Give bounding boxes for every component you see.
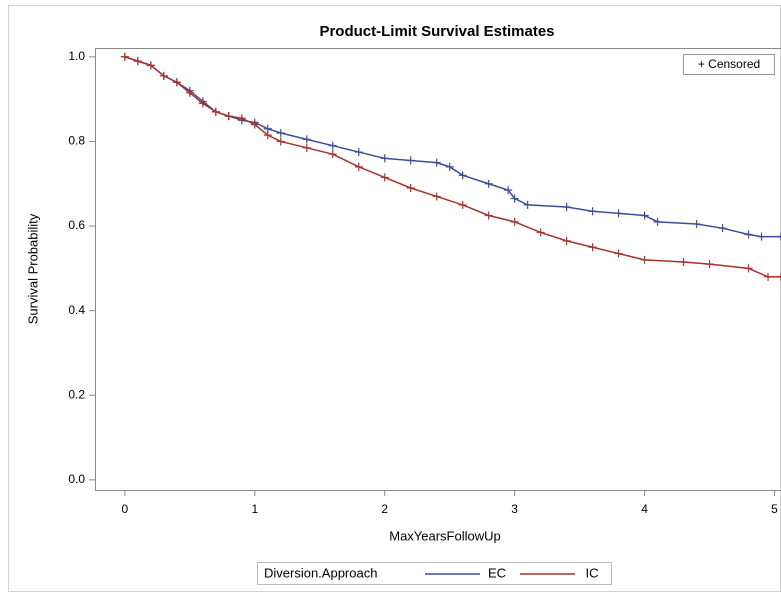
censor-mark (458, 171, 467, 180)
censor-mark (458, 200, 467, 209)
censor-mark (744, 230, 753, 239)
censor-mark (536, 228, 545, 237)
censor-mark (380, 173, 389, 182)
censor-mark (354, 148, 363, 157)
censor-mark (185, 88, 194, 97)
legend-label: EC (488, 565, 506, 580)
legend-title: Diversion.Approach (264, 565, 377, 580)
censor-mark (406, 156, 415, 165)
legend-label: IC (586, 565, 599, 580)
survival-curve (124, 56, 781, 278)
censor-mark (172, 78, 181, 87)
censored-legend (683, 54, 775, 75)
censor-mark (705, 260, 714, 269)
y-tick-label: 0.0 (68, 472, 85, 486)
censor-mark (588, 243, 597, 252)
y-tick-label: 0.8 (68, 134, 85, 148)
censor-mark (614, 249, 623, 258)
censor-mark (406, 184, 415, 193)
censor-mark (588, 207, 597, 216)
y-tick-label: 0.6 (68, 218, 85, 232)
censor-mark (237, 114, 246, 123)
censor-mark (354, 162, 363, 171)
censor-mark (328, 150, 337, 159)
censor-mark (640, 255, 649, 264)
x-axis-label: MaxYearsFollowUp (389, 528, 501, 543)
censor-mark (523, 200, 532, 209)
y-tick-label: 1.0 (68, 49, 85, 63)
censor-mark (302, 143, 311, 152)
censor-mark (432, 192, 441, 201)
x-tick-label: 4 (641, 502, 648, 516)
censor-mark (250, 120, 259, 129)
x-tick-label: 1 (251, 502, 258, 516)
censor-mark (432, 158, 441, 167)
frame (8, 5, 781, 592)
censor-mark (744, 264, 753, 273)
censor-mark (718, 224, 727, 233)
censor-mark (276, 129, 285, 138)
plot-area (95, 48, 781, 491)
censor-mark (328, 141, 337, 150)
censor-mark (263, 131, 272, 140)
censor-mark (679, 258, 688, 267)
censor-mark (614, 209, 623, 218)
censor-mark (445, 162, 454, 171)
x-tick-label: 3 (511, 502, 518, 516)
censor-mark (764, 272, 773, 281)
censor-mark (211, 107, 220, 116)
censor-mark (224, 112, 233, 121)
censor-mark (133, 57, 142, 66)
x-tick-label: 2 (381, 502, 388, 516)
censor-mark (640, 211, 649, 220)
censor-mark (504, 186, 513, 195)
censor-mark (380, 154, 389, 163)
censor-mark (159, 71, 168, 80)
censor-mark (484, 179, 493, 188)
censor-mark (276, 137, 285, 146)
censor-mark (777, 232, 781, 241)
censor-mark (692, 219, 701, 228)
y-tick-label: 0.2 (68, 387, 85, 401)
censor-mark (562, 203, 571, 212)
censor-mark (653, 217, 662, 226)
censor-mark (510, 217, 519, 226)
censor-mark (146, 61, 155, 70)
censor-mark (510, 194, 519, 203)
censor-mark (302, 135, 311, 144)
censor-mark (484, 211, 493, 220)
x-tick-label: 0 (122, 502, 129, 516)
censored-legend-label: + Censored (698, 57, 760, 71)
y-tick-label: 0.4 (68, 303, 85, 317)
y-axis-label: Survival Probability (25, 213, 40, 324)
censor-mark (757, 232, 766, 241)
censor-mark (777, 272, 781, 281)
censor-mark (562, 236, 571, 245)
censor-mark (120, 52, 129, 61)
censor-mark (198, 99, 207, 108)
chart-title: Product-Limit Survival Estimates (319, 23, 554, 40)
x-tick-label: 5 (771, 502, 778, 516)
